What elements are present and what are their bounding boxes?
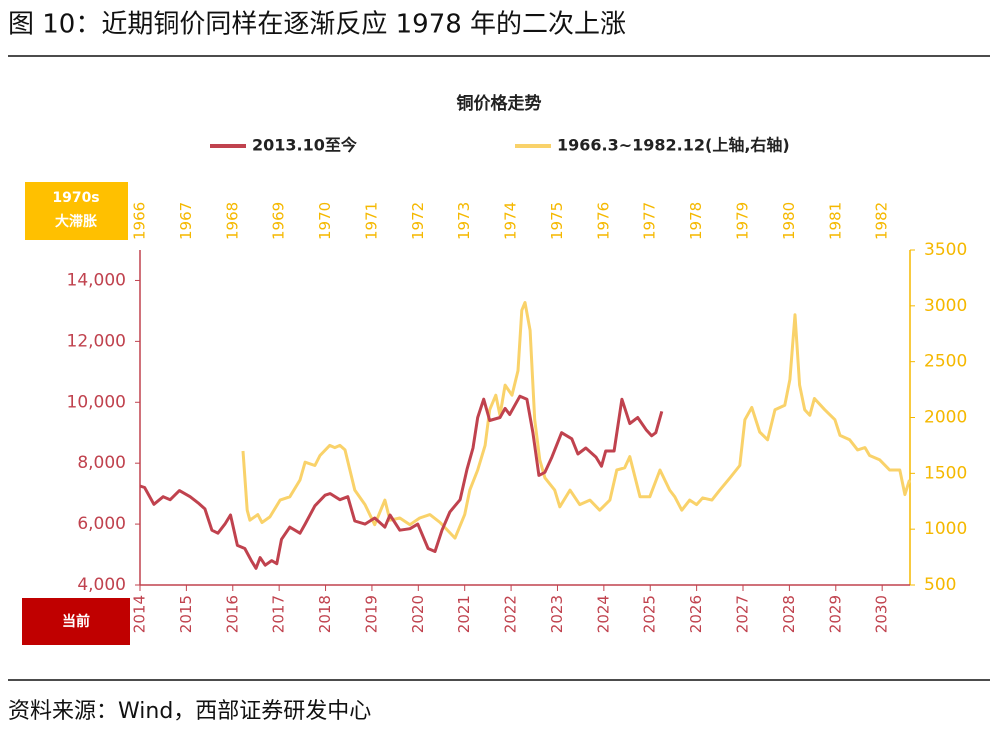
x-tick-label: 2021 xyxy=(455,595,473,633)
x2-tick-label: 1979 xyxy=(734,202,752,240)
y-tick-label: 6,000 xyxy=(77,514,126,534)
y2-tick-label: 500 xyxy=(924,575,956,595)
x2-tick-label: 1978 xyxy=(687,202,705,240)
x2-tick-label: 1967 xyxy=(177,202,195,240)
y2-tick-label: 1000 xyxy=(924,519,967,539)
x2-tick-label: 1970 xyxy=(316,202,334,240)
x2-tick-label: 1977 xyxy=(641,202,659,240)
x-tick-label: 2019 xyxy=(362,595,380,633)
x2-tick-label: 1973 xyxy=(455,202,473,240)
y2-tick-label: 3000 xyxy=(924,296,967,316)
x2-tick-label: 1974 xyxy=(502,202,520,240)
x-tick-label: 2022 xyxy=(502,595,520,633)
series-line xyxy=(241,301,911,540)
x-tick-label: 2020 xyxy=(409,595,427,633)
box-label: 大滞胀 xyxy=(55,213,97,230)
legend-label: 1966.3~1982.12(上轴,右轴) xyxy=(557,136,790,155)
legend-label: 2013.10至今 xyxy=(252,136,357,155)
x2-tick-label: 1966 xyxy=(131,202,149,240)
source: 资料来源：Wind，西部证券研发中心 xyxy=(8,699,371,724)
x-tick-label: 2015 xyxy=(177,595,195,633)
x-tick-label: 2027 xyxy=(734,595,752,633)
x2-tick-label: 1972 xyxy=(409,202,427,240)
x2-tick-label: 1976 xyxy=(594,202,612,240)
x-tick-label: 2028 xyxy=(780,595,798,633)
page-title: 图 10：近期铜价同样在逐渐反应 1978 年的二次上涨 xyxy=(8,10,626,40)
x2-tick-label: 1980 xyxy=(780,202,798,240)
box-label: 当前 xyxy=(62,613,90,630)
x-tick-label: 2018 xyxy=(316,595,334,633)
y-tick-label: 4,000 xyxy=(77,575,126,595)
x2-tick-label: 1971 xyxy=(362,202,380,240)
x-tick-label: 2014 xyxy=(131,595,149,633)
x-tick-label: 2030 xyxy=(873,595,891,633)
x-tick-label: 2024 xyxy=(594,595,612,633)
box-label: 1970s xyxy=(52,190,99,206)
x2-tick-label: 1982 xyxy=(873,202,891,240)
y-tick-label: 12,000 xyxy=(67,331,126,351)
y2-tick-label: 3500 xyxy=(924,240,967,260)
x2-tick-label: 1968 xyxy=(223,202,241,240)
x-tick-label: 2016 xyxy=(223,595,241,633)
x-tick-label: 2026 xyxy=(687,595,705,633)
y2-tick-label: 1500 xyxy=(924,463,967,483)
y-tick-label: 14,000 xyxy=(67,270,126,290)
y-tick-label: 8,000 xyxy=(77,453,126,473)
y2-tick-label: 2000 xyxy=(924,408,967,428)
x2-tick-label: 1969 xyxy=(270,202,288,240)
x-tick-label: 2025 xyxy=(641,595,659,633)
x-tick-label: 2029 xyxy=(826,595,844,633)
x-tick-label: 2023 xyxy=(548,595,566,633)
x2-tick-label: 1975 xyxy=(548,202,566,240)
bottom-axis-box xyxy=(22,598,130,645)
chart-title: 铜价格走势 xyxy=(457,93,542,114)
top-axis-box xyxy=(25,182,128,240)
x2-tick-label: 1981 xyxy=(826,202,844,240)
x-tick-label: 2017 xyxy=(270,595,288,633)
y2-tick-label: 2500 xyxy=(924,352,967,372)
series-line xyxy=(139,394,664,570)
y-tick-label: 10,000 xyxy=(67,392,126,412)
